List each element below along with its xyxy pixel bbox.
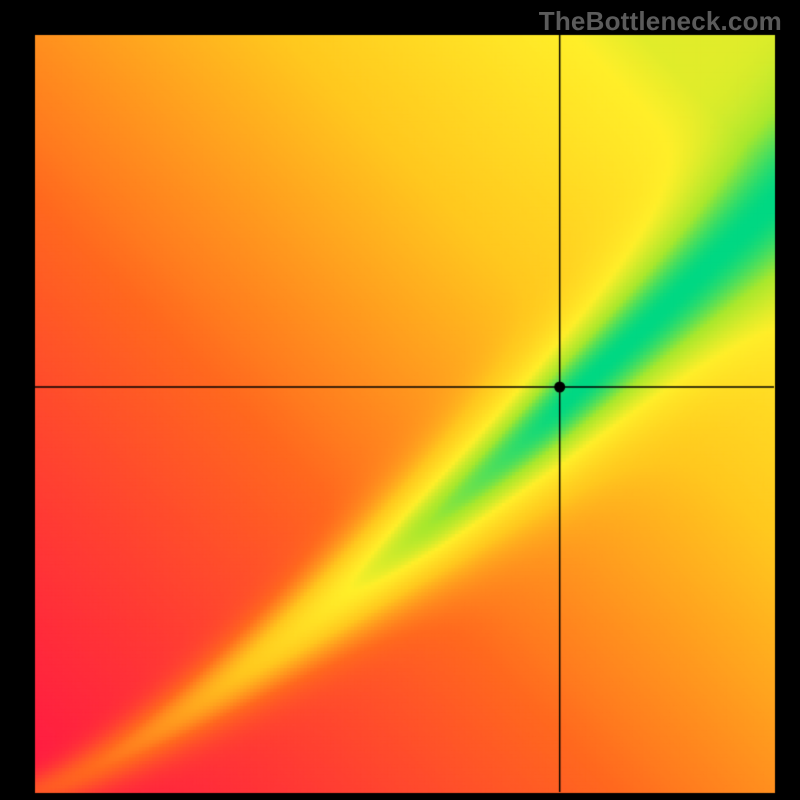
watermark-text: TheBottleneck.com	[539, 6, 782, 37]
heatmap-canvas	[0, 0, 800, 800]
chart-container: TheBottleneck.com	[0, 0, 800, 800]
